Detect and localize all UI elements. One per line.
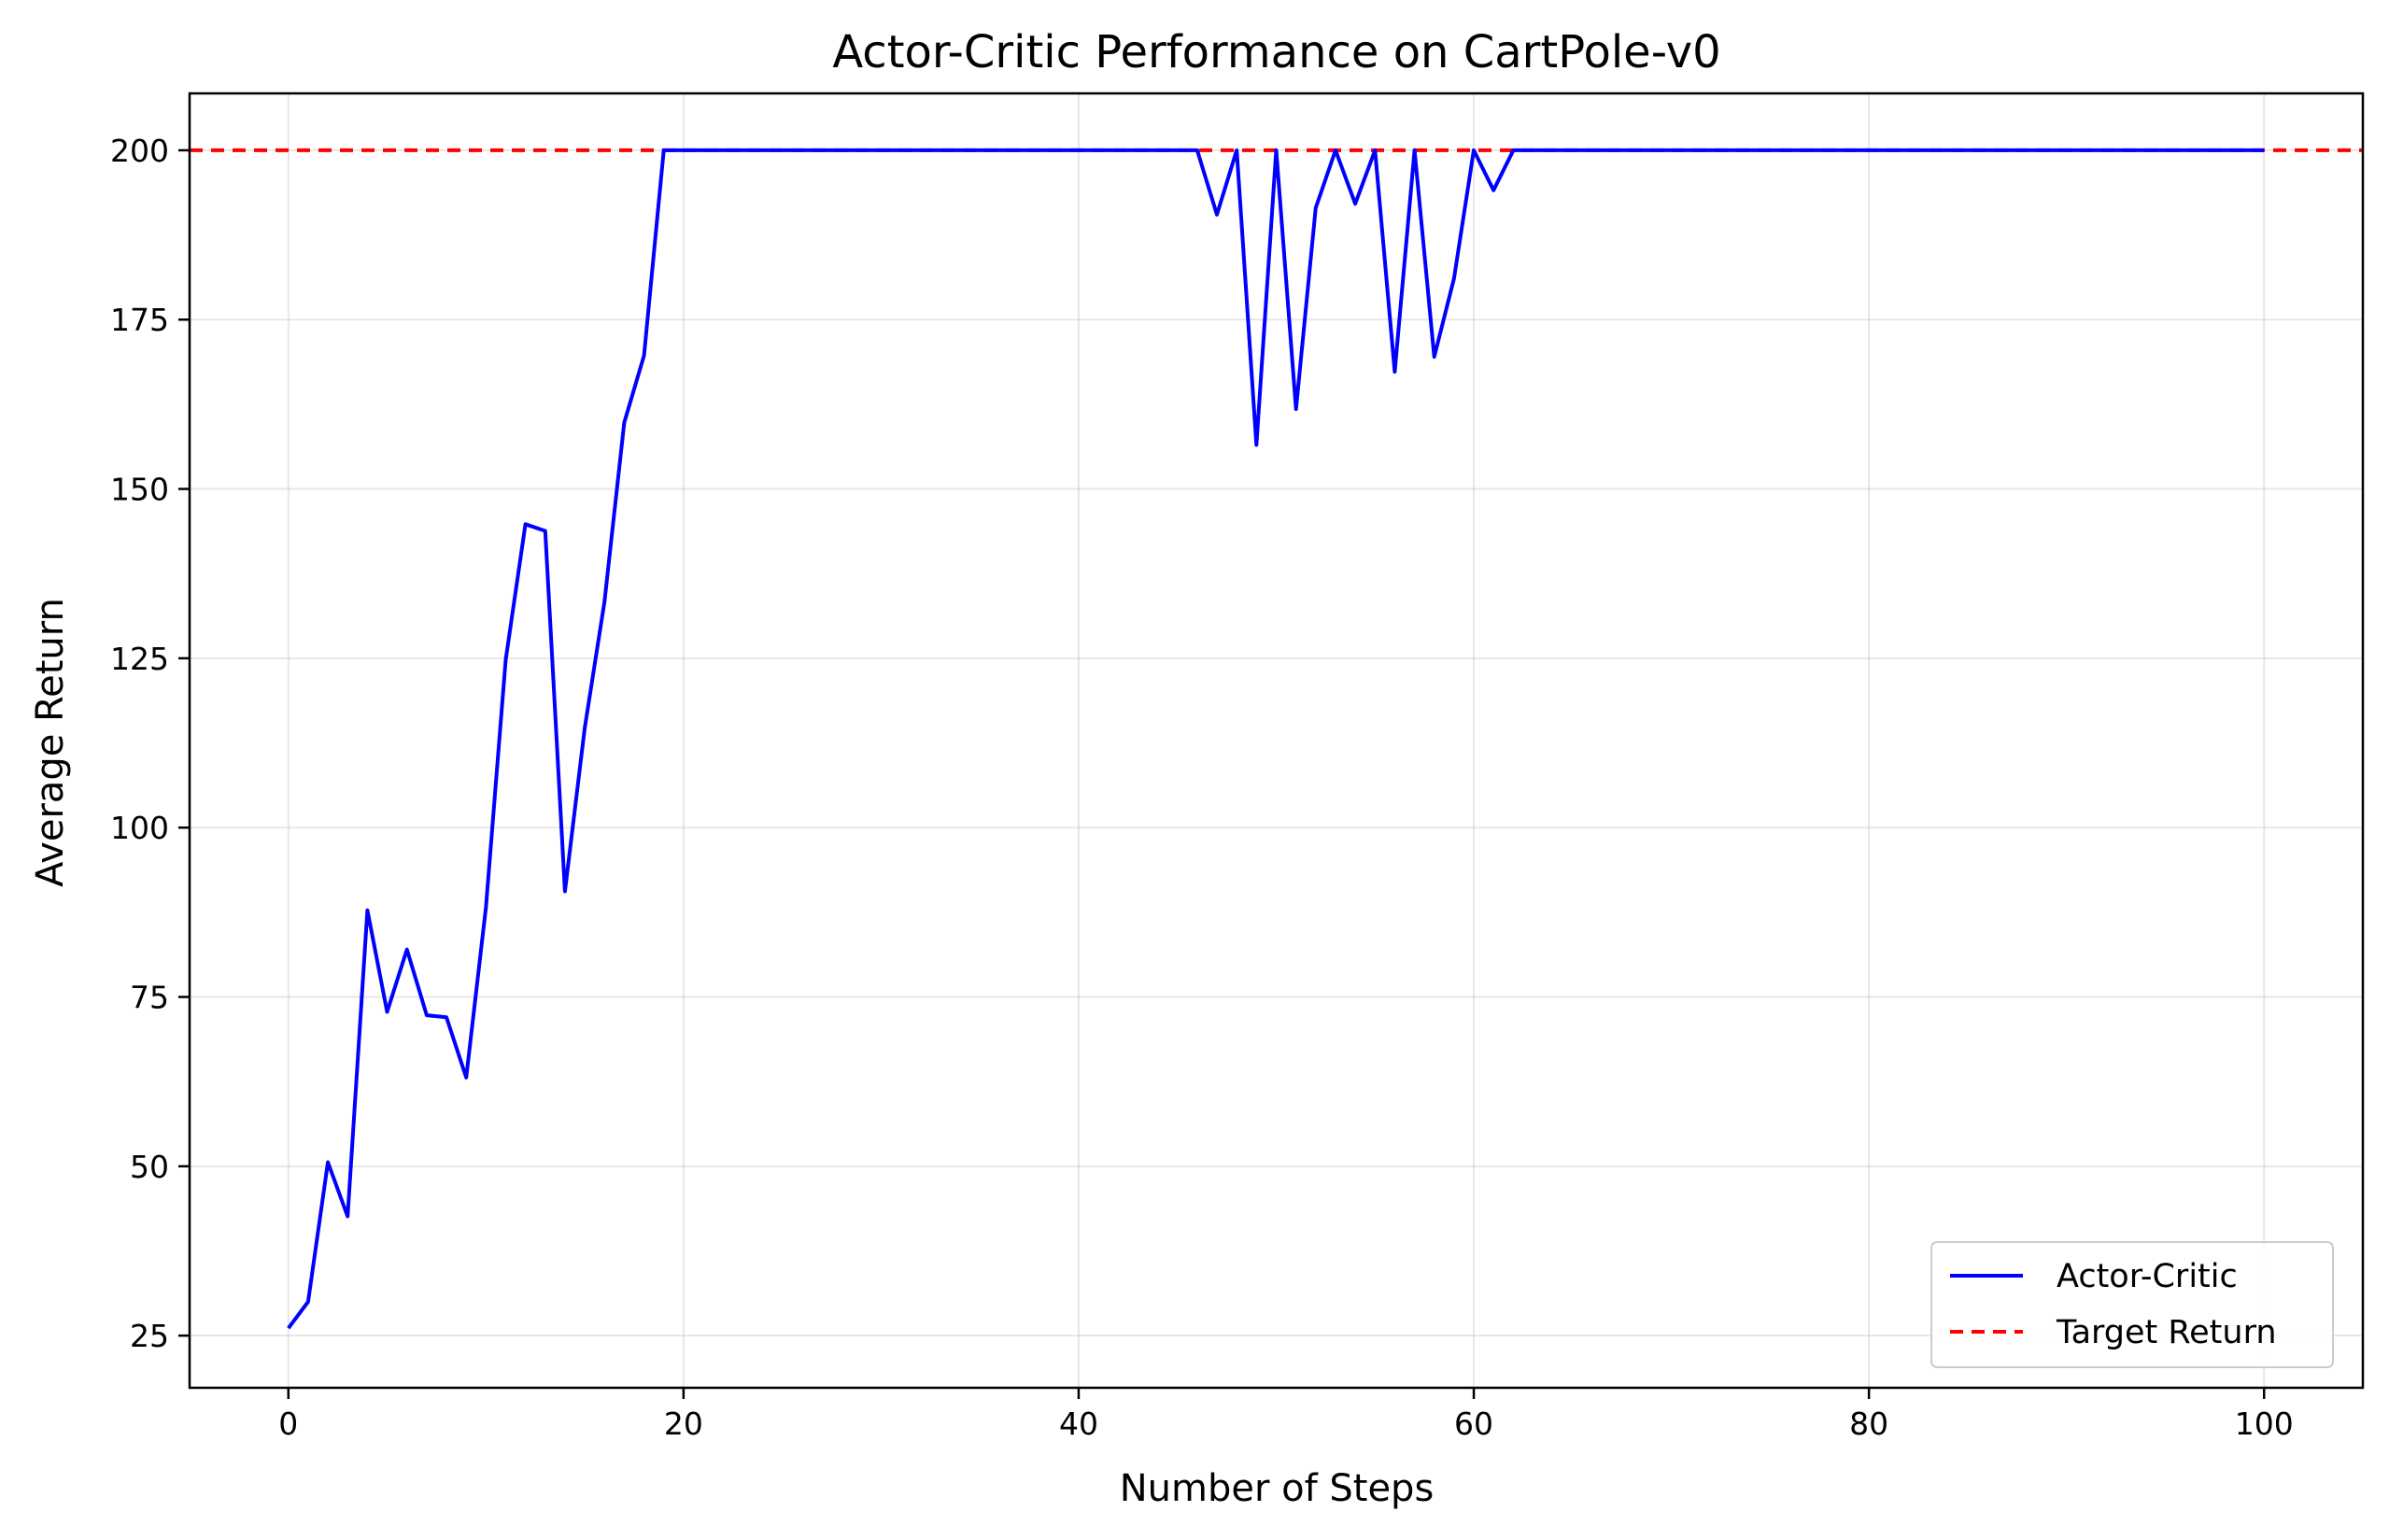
chart-title: Actor-Critic Performance on CartPole-v0 bbox=[832, 26, 1720, 78]
y-tick-label: 175 bbox=[110, 302, 169, 338]
y-axis-ticks: 25 50 75 100 125 150 175 200 bbox=[110, 133, 190, 1354]
x-axis-ticks: 0 20 40 60 80 100 bbox=[278, 1388, 2294, 1442]
x-tick-label: 40 bbox=[1059, 1406, 1098, 1442]
y-tick-label: 50 bbox=[130, 1149, 169, 1185]
legend-label-target-return: Target Return bbox=[2056, 1314, 2277, 1351]
y-tick-label: 25 bbox=[130, 1318, 169, 1354]
x-tick-label: 80 bbox=[1849, 1406, 1888, 1442]
y-tick-label: 200 bbox=[110, 133, 169, 169]
x-axis-label: Number of Steps bbox=[1120, 1467, 1435, 1510]
series-layer bbox=[287, 148, 2265, 1330]
y-tick-label: 125 bbox=[110, 641, 169, 677]
legend-box bbox=[1930, 1241, 2334, 1368]
legend-label-actor-critic: Actor-Critic bbox=[2057, 1258, 2238, 1295]
series-line-actor-critic bbox=[287, 148, 2265, 1330]
x-tick-label: 100 bbox=[2235, 1406, 2294, 1442]
x-tick-label: 20 bbox=[664, 1406, 703, 1442]
x-tick-label: 0 bbox=[278, 1406, 298, 1442]
y-tick-label: 100 bbox=[110, 810, 169, 846]
x-tick-label: 60 bbox=[1454, 1406, 1493, 1442]
y-tick-label: 150 bbox=[110, 472, 169, 508]
y-axis-label: Average Return bbox=[29, 598, 72, 887]
axes-frame bbox=[188, 92, 2365, 1390]
y-tick-label: 75 bbox=[130, 980, 169, 1016]
legend: Actor-Critic Target Return bbox=[1930, 1241, 2334, 1368]
